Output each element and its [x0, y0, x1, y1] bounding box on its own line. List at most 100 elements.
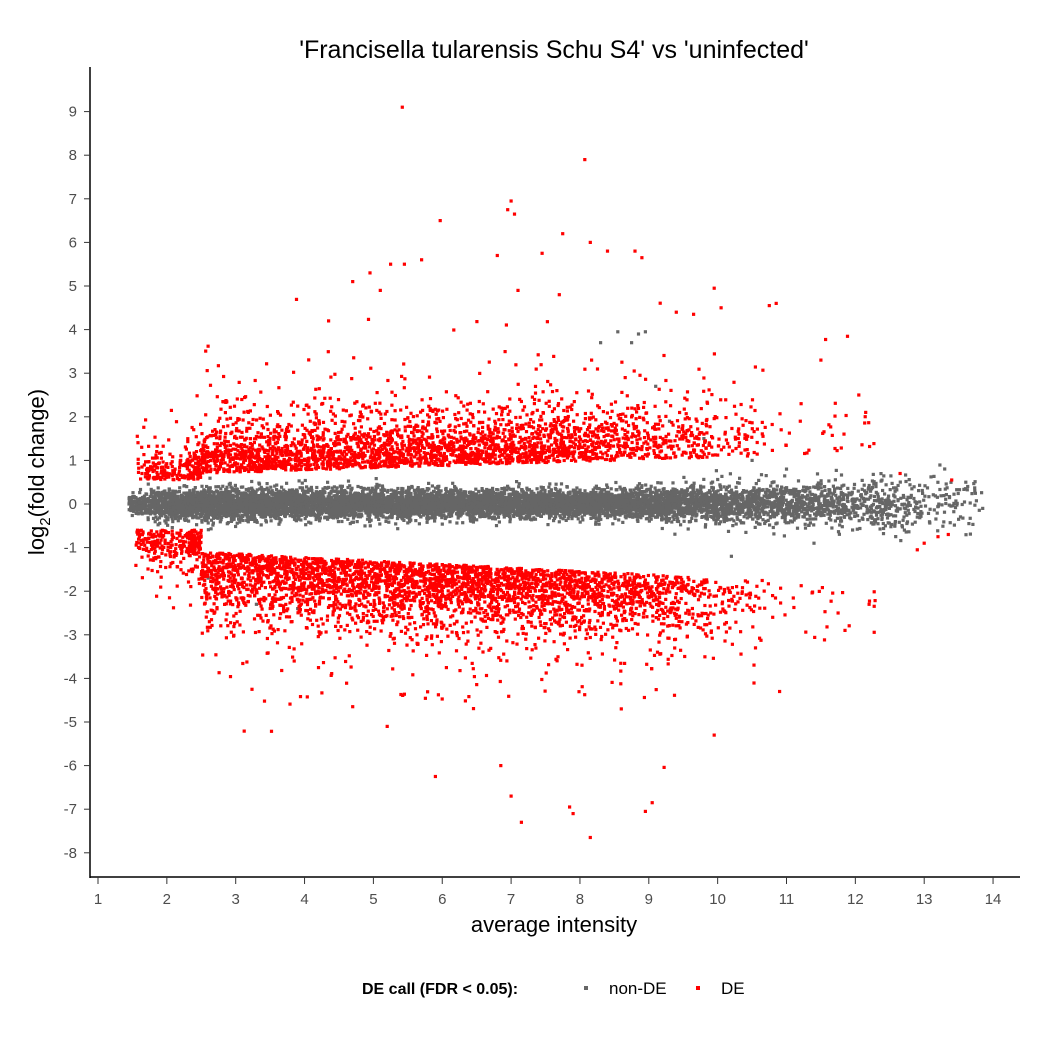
non-de-point — [459, 488, 462, 491]
non-de-point — [970, 492, 973, 495]
non-de-point — [154, 520, 157, 523]
non-de-point — [575, 486, 578, 489]
non-de-point — [719, 488, 722, 491]
non-de-point — [660, 481, 663, 484]
non-de-point — [932, 475, 935, 478]
non-de-point — [891, 482, 894, 485]
non-de-point — [927, 495, 930, 498]
non-de-point — [846, 487, 849, 490]
non-de-point — [493, 512, 496, 515]
non-de-point — [352, 517, 355, 520]
non-de-point — [936, 529, 939, 532]
non-de-point — [964, 533, 967, 536]
non-de-point — [858, 527, 861, 530]
non-de-point — [732, 519, 735, 522]
non-de-point — [683, 520, 686, 523]
non-de-point — [702, 478, 705, 481]
non-de-point — [957, 492, 960, 495]
non-de-point — [816, 472, 819, 475]
non-de-point — [912, 497, 915, 500]
non-de-point — [927, 512, 930, 515]
non-de-point — [952, 493, 955, 496]
non-de-point — [565, 485, 568, 488]
non-de-point — [610, 487, 613, 490]
non-de-point — [835, 505, 838, 508]
non-de-point — [806, 518, 809, 521]
non-de-point — [433, 519, 436, 522]
non-de-point — [673, 533, 676, 536]
non-de-point — [809, 518, 812, 521]
non-de-point — [921, 489, 924, 492]
non-de-point — [754, 526, 757, 529]
non-de-point — [943, 467, 946, 470]
non-de-point — [735, 486, 738, 489]
non-de-point — [917, 489, 920, 492]
non-de-point — [944, 498, 947, 501]
non-de-point — [889, 488, 892, 491]
non-de-point — [594, 523, 597, 526]
non-de-point — [820, 479, 823, 482]
non-de-point — [796, 527, 799, 530]
non-de-point — [969, 517, 972, 520]
non-de-point — [517, 485, 520, 488]
non-de-point — [257, 482, 260, 485]
non-de-point — [621, 521, 624, 524]
non-de-point — [797, 479, 800, 482]
non-de-point — [431, 484, 434, 487]
non-de-point — [555, 483, 558, 486]
non-de-point — [363, 524, 366, 527]
non-de-point — [973, 486, 976, 489]
non-de-point — [131, 514, 134, 517]
non-de-point — [304, 479, 307, 482]
non-de-point — [685, 481, 688, 484]
non-de-point — [682, 476, 685, 479]
non-de-point — [277, 523, 280, 526]
non-de-point — [311, 492, 314, 495]
non-de-point — [772, 526, 775, 529]
non-de-point — [835, 469, 838, 472]
non-de-point — [841, 525, 844, 528]
non-de-point — [902, 519, 905, 522]
non-de-point — [768, 523, 771, 526]
non-de-point — [904, 480, 907, 483]
non-de-point — [833, 487, 836, 490]
non-de-point — [898, 521, 901, 524]
non-de-point — [776, 485, 779, 488]
non-de-point — [413, 489, 416, 492]
non-de-point — [952, 510, 955, 513]
non-de-point — [870, 487, 873, 490]
non-de-point — [948, 495, 951, 498]
non-de-point — [705, 510, 708, 513]
non-de-point — [213, 492, 216, 495]
non-de-point — [738, 482, 741, 485]
non-de-point — [879, 472, 882, 475]
chart-title: 'Francisella tularensis Schu S4' vs 'uni… — [299, 36, 809, 64]
non-de-point — [654, 486, 657, 489]
non-de-point — [910, 487, 913, 490]
non-de-point — [679, 523, 682, 526]
non-de-point — [877, 495, 880, 498]
non-de-point — [171, 520, 174, 523]
non-de-point — [801, 494, 804, 497]
non-de-point — [882, 532, 885, 535]
non-de-point — [824, 489, 827, 492]
non-de-point — [396, 527, 399, 530]
non-de-point — [834, 478, 837, 481]
non-de-point — [727, 530, 730, 533]
non-de-point — [980, 491, 983, 494]
non-de-point — [832, 485, 835, 488]
non-de-point — [147, 518, 150, 521]
non-de-point — [621, 491, 624, 494]
non-de-point — [340, 520, 343, 523]
non-de-point — [892, 500, 895, 503]
non-de-point — [356, 520, 359, 523]
non-de-point — [953, 524, 956, 527]
non-de-point — [208, 477, 211, 480]
non-de-point — [961, 517, 964, 520]
non-de-point — [738, 513, 741, 516]
non-de-point — [138, 491, 141, 494]
non-de-point — [614, 481, 617, 484]
non-de-point — [264, 519, 267, 522]
non-de-point — [862, 513, 865, 516]
non-de-point — [769, 484, 772, 487]
